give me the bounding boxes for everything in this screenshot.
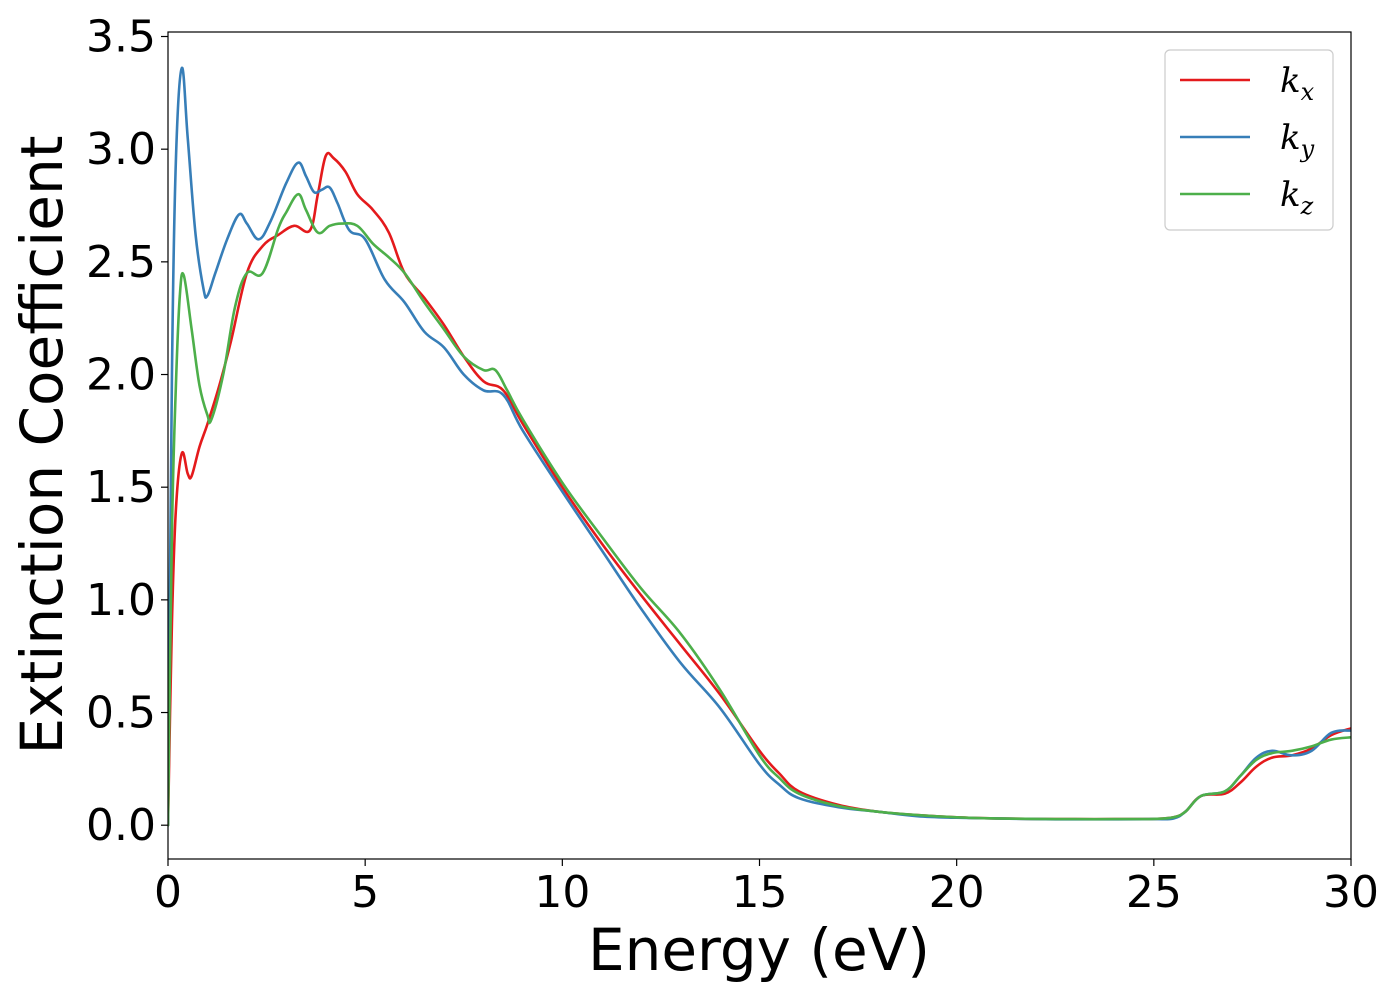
x-tick-label: 15 <box>732 867 788 918</box>
legend-box <box>1164 49 1334 231</box>
legend-label-kz: kz <box>1280 175 1314 220</box>
legend-items: kx ky kz <box>1180 61 1315 220</box>
y-tick-label: 1.0 <box>86 575 156 626</box>
legend-label-ky: ky <box>1280 118 1315 163</box>
y-axis-title: Extinction Coefficient <box>8 136 76 755</box>
series-line-kx <box>168 151 1351 827</box>
legend-label-kx: kx <box>1280 61 1315 106</box>
y-tick-label: 1.5 <box>86 462 156 513</box>
y-tick-label: 0.5 <box>86 688 156 739</box>
x-axis-title: Energy (eV) <box>588 916 930 984</box>
x-tick-label: 20 <box>929 867 985 918</box>
x-tick-label: 0 <box>154 867 182 918</box>
x-tick-label: 25 <box>1126 867 1182 918</box>
y-tick-label: 2.0 <box>86 350 156 401</box>
plot-lines <box>168 66 1351 827</box>
y-tick-label: 3.0 <box>86 124 156 175</box>
x-tick-label: 30 <box>1323 867 1379 918</box>
x-tick-label: 5 <box>351 867 379 918</box>
legend: kx ky kz <box>1164 49 1334 231</box>
y-tick-label: 0.0 <box>86 800 156 851</box>
y-tick-label: 3.5 <box>86 12 156 63</box>
x-tick-label: 10 <box>534 867 590 918</box>
y-tick-label: 2.5 <box>86 237 156 288</box>
series-line-kz <box>168 192 1351 827</box>
y-axis-ticks: 0.0 0.5 1.0 1.5 2.0 2.5 3.0 3.5 <box>86 12 168 851</box>
x-axis-ticks: 0 5 10 15 20 25 30 <box>154 859 1379 918</box>
